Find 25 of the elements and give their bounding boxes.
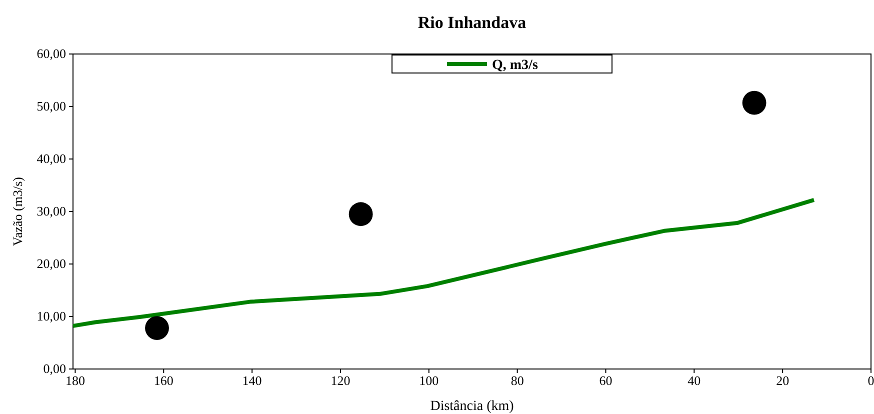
point bbox=[348, 202, 373, 226]
y-tick-label: 50,00 bbox=[36, 98, 66, 114]
x-tick-label: 0 bbox=[868, 373, 874, 388]
x-tick-label: 160 bbox=[154, 373, 174, 388]
y-tick-label: 30,00 bbox=[36, 204, 66, 219]
y-tick-label: 10,00 bbox=[36, 308, 66, 324]
x-tick-label: 60 bbox=[599, 373, 612, 388]
line-series bbox=[71, 198, 816, 328]
y-tick-label: 20,00 bbox=[36, 256, 66, 272]
y-tick-label: 0,00 bbox=[43, 361, 66, 376]
x-tick-label: 20 bbox=[776, 373, 790, 388]
x-tick-label: 100 bbox=[419, 373, 439, 388]
chart-title: Rio Inhandava bbox=[418, 13, 527, 32]
point bbox=[742, 90, 766, 115]
legend-label: Q, m3/s bbox=[492, 58, 538, 73]
point bbox=[145, 316, 169, 340]
y-axis-title: Vazão (m3/s) bbox=[10, 177, 25, 246]
x-tick-label: 80 bbox=[510, 373, 524, 388]
x-tick-label: 180 bbox=[65, 373, 85, 388]
x-axis-title: Distância (km) bbox=[430, 399, 514, 414]
y-tick-label: 60,00 bbox=[36, 46, 66, 62]
y-tick-label: 40,00 bbox=[36, 151, 66, 166]
x-tick-label: 120 bbox=[330, 373, 350, 388]
x-tick-label: 40 bbox=[688, 373, 701, 388]
x-tick-label: 140 bbox=[242, 373, 262, 388]
